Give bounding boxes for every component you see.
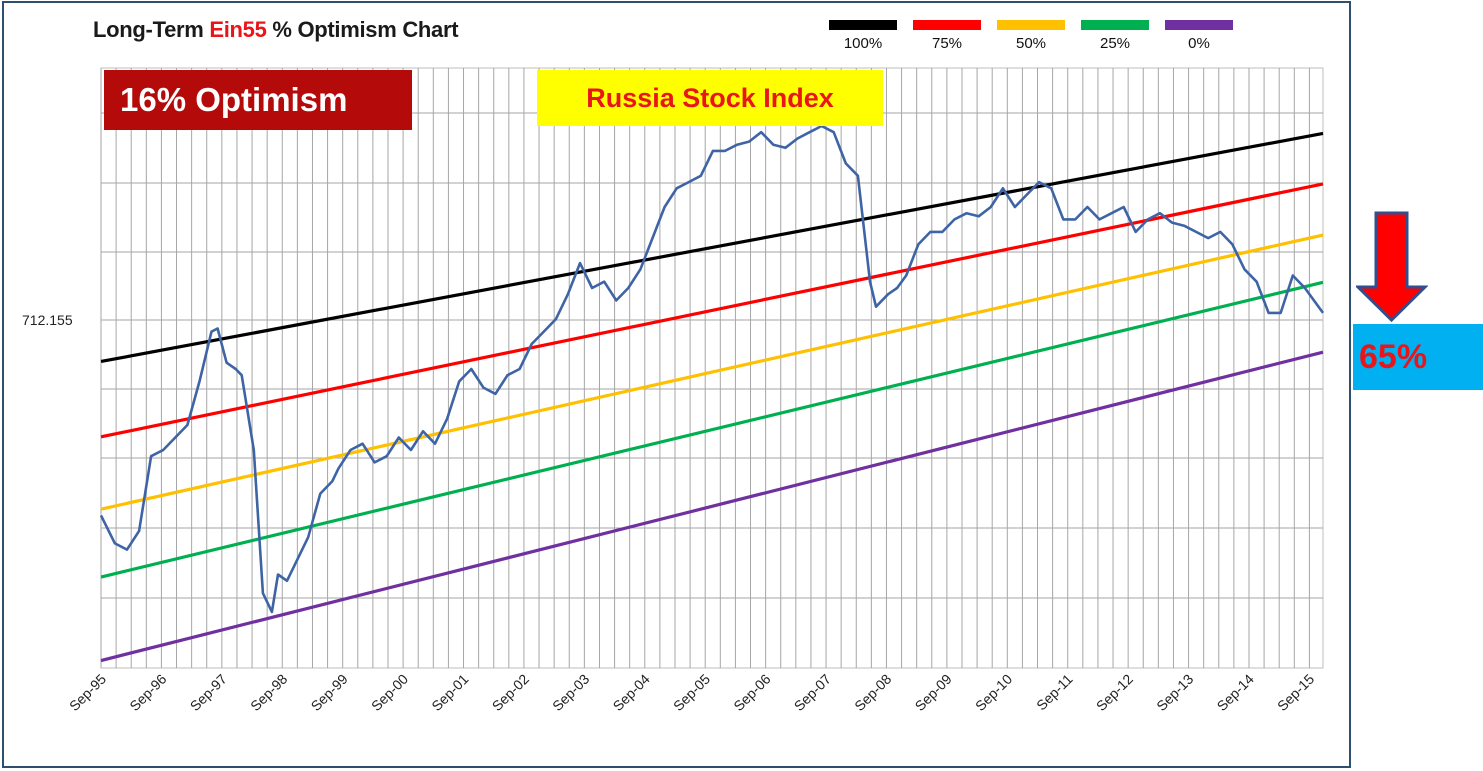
x-tick-label: Sep-95 [66, 671, 109, 714]
channel-line-100 [100, 131, 1324, 364]
x-tick-label: Sep-02 [489, 671, 532, 714]
title-highlight: Ein55 [209, 17, 267, 42]
channel-line-25 [100, 280, 1324, 579]
optimism-percent-badge: 65% [1353, 324, 1483, 390]
channel-line-0 [100, 350, 1324, 663]
x-tick-label: Sep-15 [1274, 671, 1317, 714]
x-tick-label: Sep-12 [1093, 671, 1136, 714]
legend-swatch-75 [913, 20, 981, 30]
index-name-badge: Russia Stock Index [537, 70, 883, 126]
title-suffix: % Optimism Chart [266, 17, 459, 42]
chart-title: Long-Term Ein55 % Optimism Chart [93, 17, 459, 43]
x-tick-label: Sep-08 [851, 671, 894, 714]
x-tick-label: Sep-09 [912, 671, 955, 714]
x-tick-label: Sep-13 [1153, 671, 1196, 714]
x-tick-label: Sep-11 [1033, 671, 1076, 714]
title-prefix: Long-Term [93, 17, 210, 42]
x-tick-label: Sep-04 [610, 671, 653, 714]
legend-item-100: 100% [829, 20, 897, 52]
legend-label-75: 75% [931, 35, 963, 52]
x-tick-label: Sep-14 [1214, 671, 1257, 714]
legend-item-75: 75% [913, 20, 981, 52]
legend-label-50: 50% [1015, 35, 1047, 52]
legend-label-25: 25% [1099, 35, 1131, 52]
y-tick-label: 712.155 [22, 312, 73, 328]
legend-swatch-0 [1165, 20, 1233, 30]
legend-swatch-100 [829, 20, 897, 30]
channel-line-75 [100, 182, 1324, 439]
series-line-russia-index [99, 124, 1325, 614]
x-tick-label: Sep-96 [126, 671, 169, 714]
x-tick-label: Sep-07 [791, 671, 834, 714]
x-tick-label: Sep-98 [247, 671, 290, 714]
x-tick-label: Sep-97 [187, 671, 230, 714]
legend-label-100: 100% [843, 35, 883, 52]
x-tick-label: Sep-10 [972, 671, 1015, 714]
legend-item-0: 0% [1165, 20, 1233, 52]
x-tick-label: Sep-01 [428, 671, 471, 714]
legend-swatch-25 [1081, 20, 1149, 30]
x-tick-label: Sep-03 [549, 671, 592, 714]
legend-item-50: 50% [997, 20, 1065, 52]
legend-item-25: 25% [1081, 20, 1149, 52]
channel-line-50 [100, 233, 1324, 511]
x-tick-label: Sep-06 [730, 671, 773, 714]
legend-label-0: 0% [1188, 35, 1210, 52]
x-tick-label: Sep-00 [368, 671, 411, 714]
down-arrow-icon [1356, 211, 1428, 323]
legend-swatch-50 [997, 20, 1065, 30]
optimism-badge: 16% Optimism [104, 70, 412, 130]
x-tick-label: Sep-99 [307, 671, 350, 714]
x-tick-label: Sep-05 [670, 671, 713, 714]
